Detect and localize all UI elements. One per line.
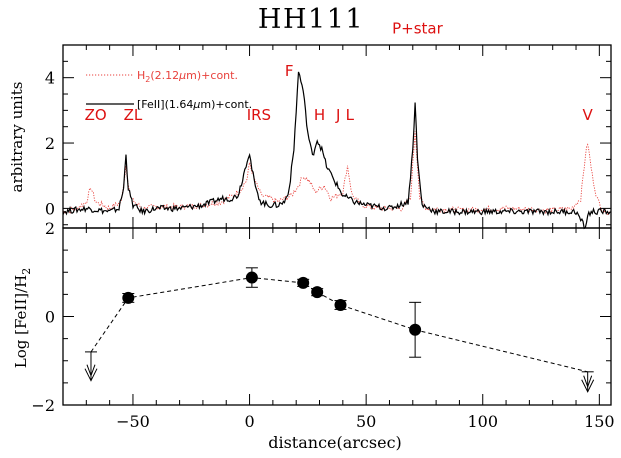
y-tick-label: −2 bbox=[31, 396, 55, 415]
y-axis-label-top: arbitrary units bbox=[8, 82, 26, 193]
feature-label: L bbox=[346, 106, 355, 124]
legend-feii-mu: μ bbox=[192, 98, 200, 111]
spectrum-axes: 0 2 4 bbox=[45, 44, 612, 229]
y-tick-label: 0 bbox=[45, 308, 55, 327]
data-point bbox=[334, 298, 347, 311]
data-point bbox=[409, 323, 422, 336]
legend-feii-prefix: [FeII](1.64 bbox=[137, 98, 193, 111]
feature-label: V bbox=[583, 106, 594, 124]
y-axis-label-bottom-main: Log [FeII]/H bbox=[12, 275, 30, 369]
connector-line bbox=[90, 277, 588, 373]
x-tick-label: −50 bbox=[116, 412, 150, 431]
plot-frame bbox=[62, 227, 612, 406]
legend-h2-mu: μ bbox=[178, 69, 186, 82]
y-axis-label-bottom: Log [FeII]/H2 bbox=[12, 268, 33, 369]
ratio-points bbox=[84, 267, 595, 393]
legend: H2(2.12μm)+cont. [FeII](1.64μm)+cont. bbox=[86, 69, 252, 111]
legend-entry-h2: H2(2.12μm)+cont. bbox=[137, 69, 238, 84]
y-tick-label: 0 bbox=[45, 199, 55, 218]
upper-limit-arrow bbox=[84, 368, 98, 382]
series-line-feii bbox=[62, 71, 612, 230]
legend-feii-rest: m)+cont. bbox=[200, 98, 252, 111]
x-axis-label: distance(arcsec) bbox=[268, 433, 402, 452]
legend-h2-sub: 2 bbox=[145, 75, 150, 84]
y-axis-label-bottom-sub: 2 bbox=[20, 268, 33, 275]
chart-title: HH111 bbox=[258, 4, 364, 35]
feature-label: P+star bbox=[392, 20, 444, 38]
legend-h2-rest: m)+cont. bbox=[186, 69, 238, 82]
feature-label: IRS bbox=[247, 106, 271, 124]
feature-label: J bbox=[335, 106, 340, 124]
legend-h2-prefix: H bbox=[137, 69, 145, 82]
data-point bbox=[297, 276, 310, 289]
ratio-connector bbox=[90, 277, 588, 373]
feature-label: ZL bbox=[124, 106, 143, 124]
x-tick-label: 150 bbox=[584, 412, 615, 431]
data-point bbox=[311, 286, 324, 299]
series-line-h2 bbox=[62, 131, 612, 215]
upper-limit-arrow bbox=[86, 364, 96, 378]
feature-label: H bbox=[314, 106, 325, 124]
upper-limit-arrow bbox=[581, 379, 595, 393]
feature-label: ZO bbox=[85, 106, 107, 124]
x-tick-label: 100 bbox=[467, 412, 498, 431]
y-tick-label: 2 bbox=[45, 134, 55, 153]
x-tick-label: 50 bbox=[356, 412, 376, 431]
ratio-panel: −50 0 50 100 150−202 Log [FeII]/H2 distance(… bbox=[12, 219, 615, 452]
ratio-axes: −50 0 50 100 150 −2 0 2 bbox=[31, 219, 614, 431]
feature-label: F bbox=[285, 62, 294, 80]
data-point bbox=[122, 291, 135, 304]
data-point bbox=[245, 271, 258, 284]
y-tick-label: 4 bbox=[45, 69, 55, 88]
legend-entry-feii: [FeII](1.64μm)+cont. bbox=[137, 98, 252, 111]
upper-limit-arrow bbox=[583, 375, 593, 389]
x-tick-label: 0 bbox=[244, 412, 254, 431]
spectrum-series bbox=[62, 71, 612, 230]
y-tick-label: 2 bbox=[45, 219, 55, 238]
